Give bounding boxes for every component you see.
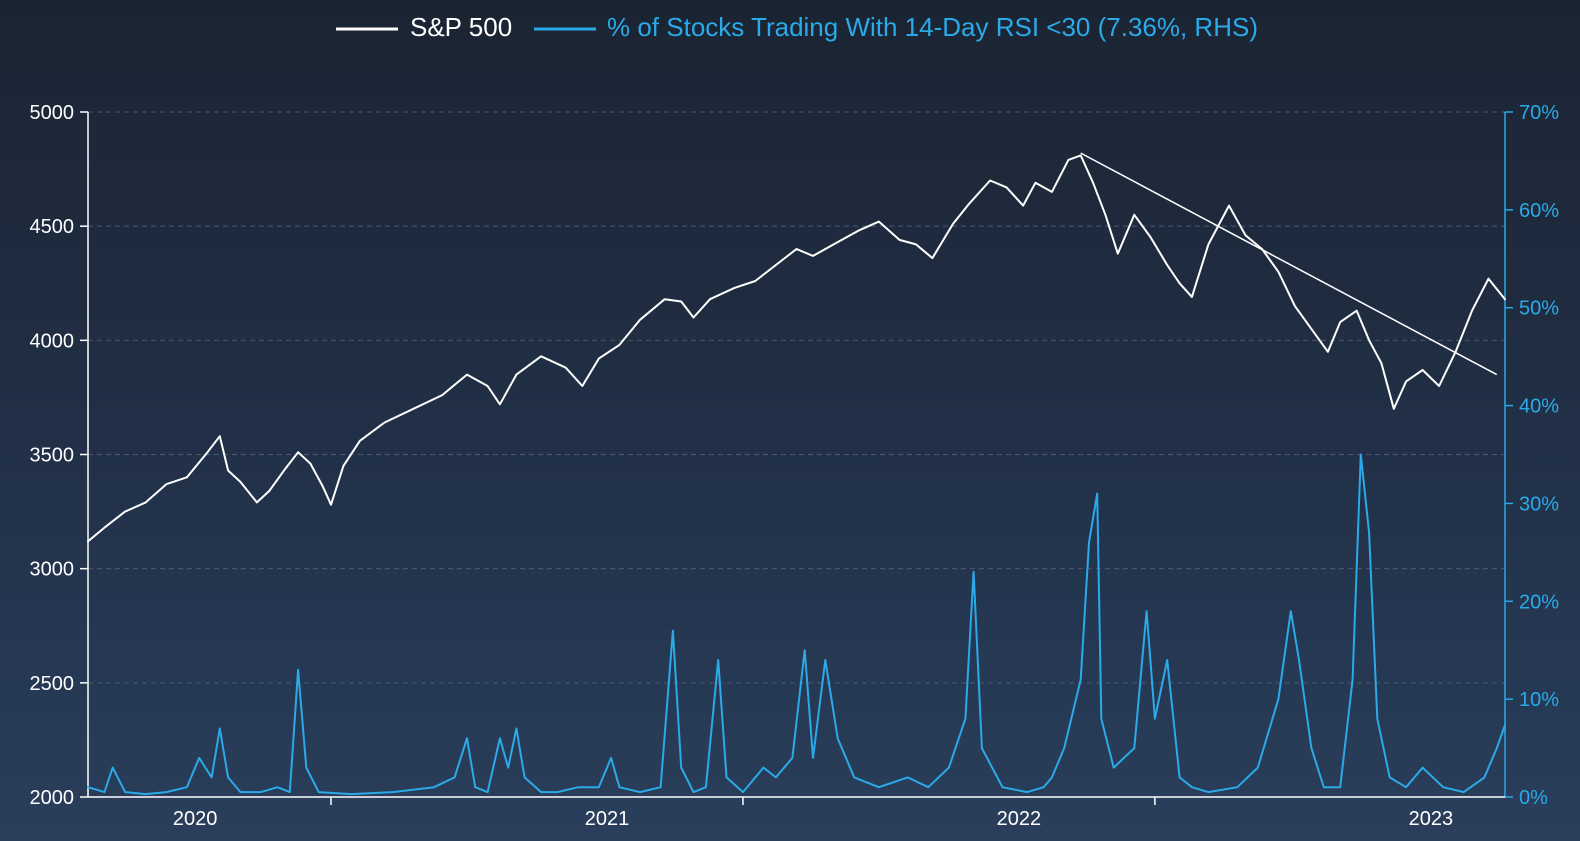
right-axis-tick-0: 0% <box>1519 787 1548 809</box>
right-axis-tick-20: 20% <box>1519 591 1559 613</box>
axes: 2000 2500 3000 3500 4000 4500 5000 0% 10% 20% 30% 4… <box>30 102 1560 830</box>
left-axis-tick-4500: 4500 <box>30 216 75 238</box>
spx-line <box>87 154 1506 543</box>
series-layer <box>87 152 1506 796</box>
right-axis-tick-30: 30% <box>1519 493 1559 515</box>
legend-rsi-label: % of Stocks Trading With 14-Day RSI <30 … <box>607 12 1258 42</box>
right-axis-tick-50: 50% <box>1519 298 1559 320</box>
right-axis-tick-10: 10% <box>1519 689 1559 711</box>
legend: S&P 500 % of Stocks Trading With 14-Day … <box>336 12 1258 42</box>
x-axis-label-2021: 2021 <box>585 808 630 830</box>
left-axis-tick-2500: 2500 <box>30 673 75 695</box>
x-axis-label-2023: 2023 <box>1409 808 1454 830</box>
x-axis-label-2022: 2022 <box>997 808 1042 830</box>
right-axis-tick-60: 60% <box>1519 200 1559 222</box>
left-axis-tick-4000: 4000 <box>30 330 75 352</box>
gridlines <box>88 111 1505 684</box>
legend-spx-label: S&P 500 <box>410 12 512 42</box>
left-axis-tick-3000: 3000 <box>30 559 75 581</box>
left-axis-tick-2000: 2000 <box>30 787 75 809</box>
right-axis-tick-70: 70% <box>1519 102 1559 124</box>
left-axis-tick-3500: 3500 <box>30 445 75 467</box>
x-axis-label-2020: 2020 <box>173 808 218 830</box>
rsi-oversold-line <box>87 453 1506 796</box>
left-axis-tick-5000: 5000 <box>30 102 75 124</box>
right-axis-tick-40: 40% <box>1519 396 1559 418</box>
downtrend-line <box>1080 152 1498 376</box>
